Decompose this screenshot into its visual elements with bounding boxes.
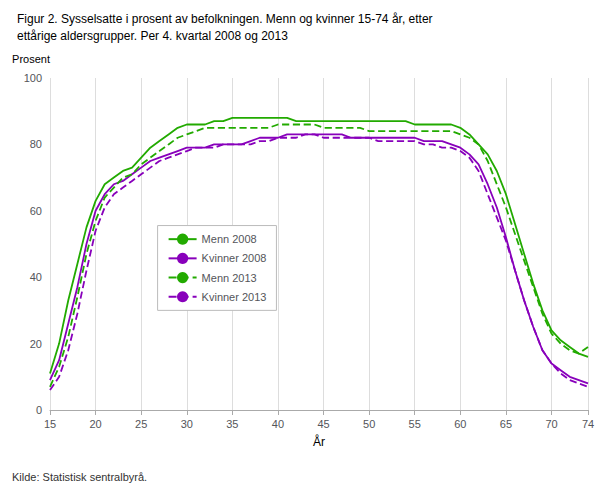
svg-text:Menn 2013: Menn 2013 bbox=[202, 272, 257, 284]
svg-text:Menn 2008: Menn 2008 bbox=[202, 233, 257, 245]
svg-text:65: 65 bbox=[500, 418, 512, 430]
svg-text:Kvinner 2013: Kvinner 2013 bbox=[202, 291, 267, 303]
svg-text:Prosent: Prosent bbox=[12, 53, 50, 65]
svg-text:70: 70 bbox=[545, 418, 557, 430]
svg-text:60: 60 bbox=[454, 418, 466, 430]
svg-text:15: 15 bbox=[44, 418, 56, 430]
svg-text:Kvinner 2008: Kvinner 2008 bbox=[202, 252, 267, 264]
svg-text:År: År bbox=[313, 434, 325, 449]
svg-text:Figur 2. Sysselsatte i prosent: Figur 2. Sysselsatte i prosent av befolk… bbox=[17, 12, 433, 26]
svg-text:35: 35 bbox=[226, 418, 238, 430]
svg-text:40: 40 bbox=[272, 418, 284, 430]
svg-text:45: 45 bbox=[317, 418, 329, 430]
svg-text:20: 20 bbox=[30, 338, 42, 350]
svg-text:Kilde: Statistisk sentralbyrå.: Kilde: Statistisk sentralbyrå. bbox=[12, 471, 147, 483]
svg-text:60: 60 bbox=[30, 205, 42, 217]
svg-text:74: 74 bbox=[582, 418, 594, 430]
svg-text:25: 25 bbox=[135, 418, 147, 430]
svg-text:55: 55 bbox=[409, 418, 421, 430]
svg-text:0: 0 bbox=[36, 404, 42, 416]
svg-text:20: 20 bbox=[89, 418, 101, 430]
svg-text:ettårige aldersgrupper. Per 4.: ettårige aldersgrupper. Per 4. kvartal 2… bbox=[17, 29, 288, 43]
svg-text:50: 50 bbox=[363, 418, 375, 430]
svg-text:100: 100 bbox=[24, 72, 42, 84]
svg-text:30: 30 bbox=[181, 418, 193, 430]
svg-text:40: 40 bbox=[30, 271, 42, 283]
svg-text:80: 80 bbox=[30, 138, 42, 150]
